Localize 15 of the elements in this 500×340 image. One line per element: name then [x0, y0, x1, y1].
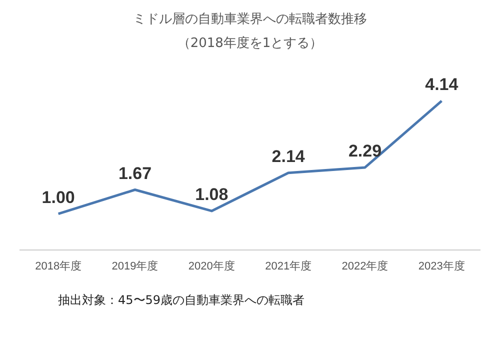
data-label: 1.08 [195, 185, 228, 204]
x-tick-label: 2019年度 [112, 259, 158, 272]
x-tick-label: 2023年度 [418, 259, 465, 272]
chart-title: ミドル層の自動車業界への転職者数推移 [132, 11, 368, 29]
x-tick-label: 2021年度 [265, 259, 312, 272]
text: 抽出対象：45〜59歳の自動車業界への転職者 [58, 292, 306, 309]
data-label: 2.14 [272, 147, 306, 166]
x-tick-label: 2018年度 [35, 259, 82, 272]
data-label: 1.00 [42, 188, 75, 208]
data-label: 2.29 [348, 142, 382, 161]
x-tick-label: 2020年度 [188, 259, 235, 272]
data-label: 1.67 [118, 164, 152, 183]
chart-subtitle: （2018年度を1とする） [176, 35, 324, 53]
data-label: 4.14 [425, 75, 459, 94]
x-tick-label: 2022年度 [342, 259, 388, 272]
